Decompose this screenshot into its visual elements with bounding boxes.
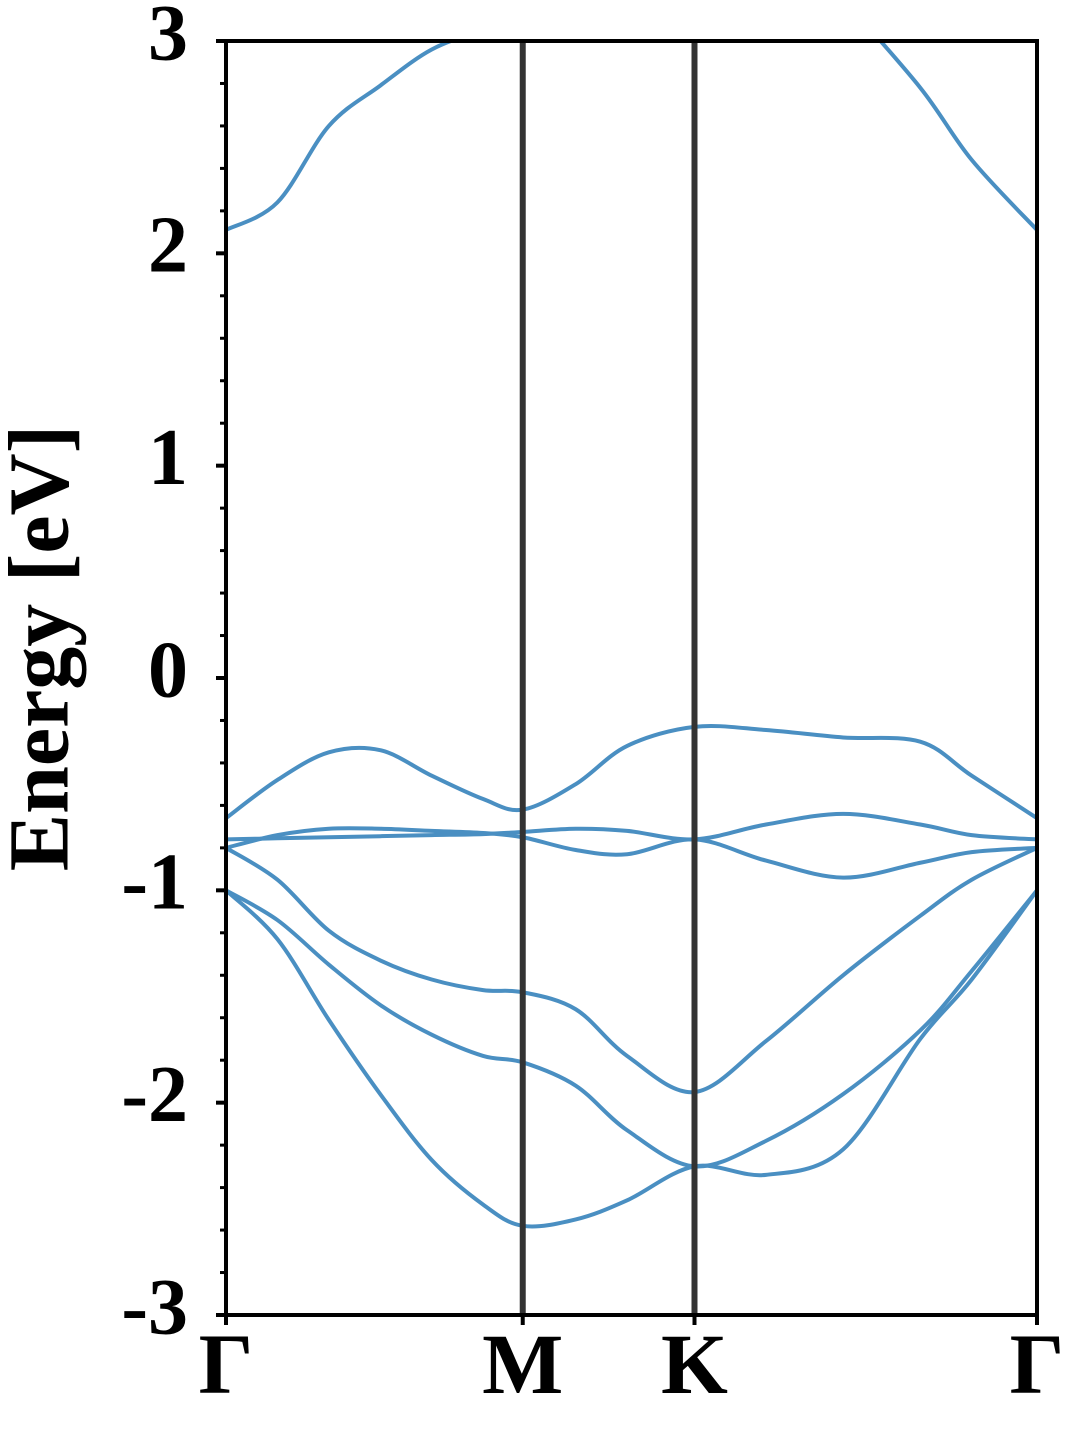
y-tick-label: 1: [148, 414, 188, 502]
x-tick-label: K: [661, 1316, 728, 1412]
band-line: [226, 41, 457, 232]
x-tick-label: Γ: [1010, 1316, 1065, 1412]
axes: -3 -2 -1 0 1 2 3 Γ M K Γ: [121, 0, 1064, 1412]
band-line: [226, 846, 1037, 1095]
y-tick-label: -1: [121, 839, 188, 927]
y-axis-label: Energy [eV]: [0, 425, 87, 872]
band-line: [226, 826, 1037, 880]
y-tick-label: 2: [148, 202, 188, 290]
band-line: [877, 41, 1037, 232]
band-line: [226, 723, 1037, 820]
y-tick-label: 3: [148, 0, 188, 77]
band-line: [226, 811, 1037, 842]
y-tick-label: 0: [148, 626, 188, 714]
y-tick-label: -3: [121, 1263, 188, 1351]
x-tick-label: M: [482, 1316, 563, 1412]
band-line: [226, 888, 1037, 1169]
axes-frame: [224, 39, 1039, 1317]
band-line: [226, 888, 1037, 1229]
y-tick-label: -2: [121, 1051, 188, 1139]
x-tick-label: Γ: [199, 1316, 254, 1412]
plot-area: [226, 41, 1037, 1229]
